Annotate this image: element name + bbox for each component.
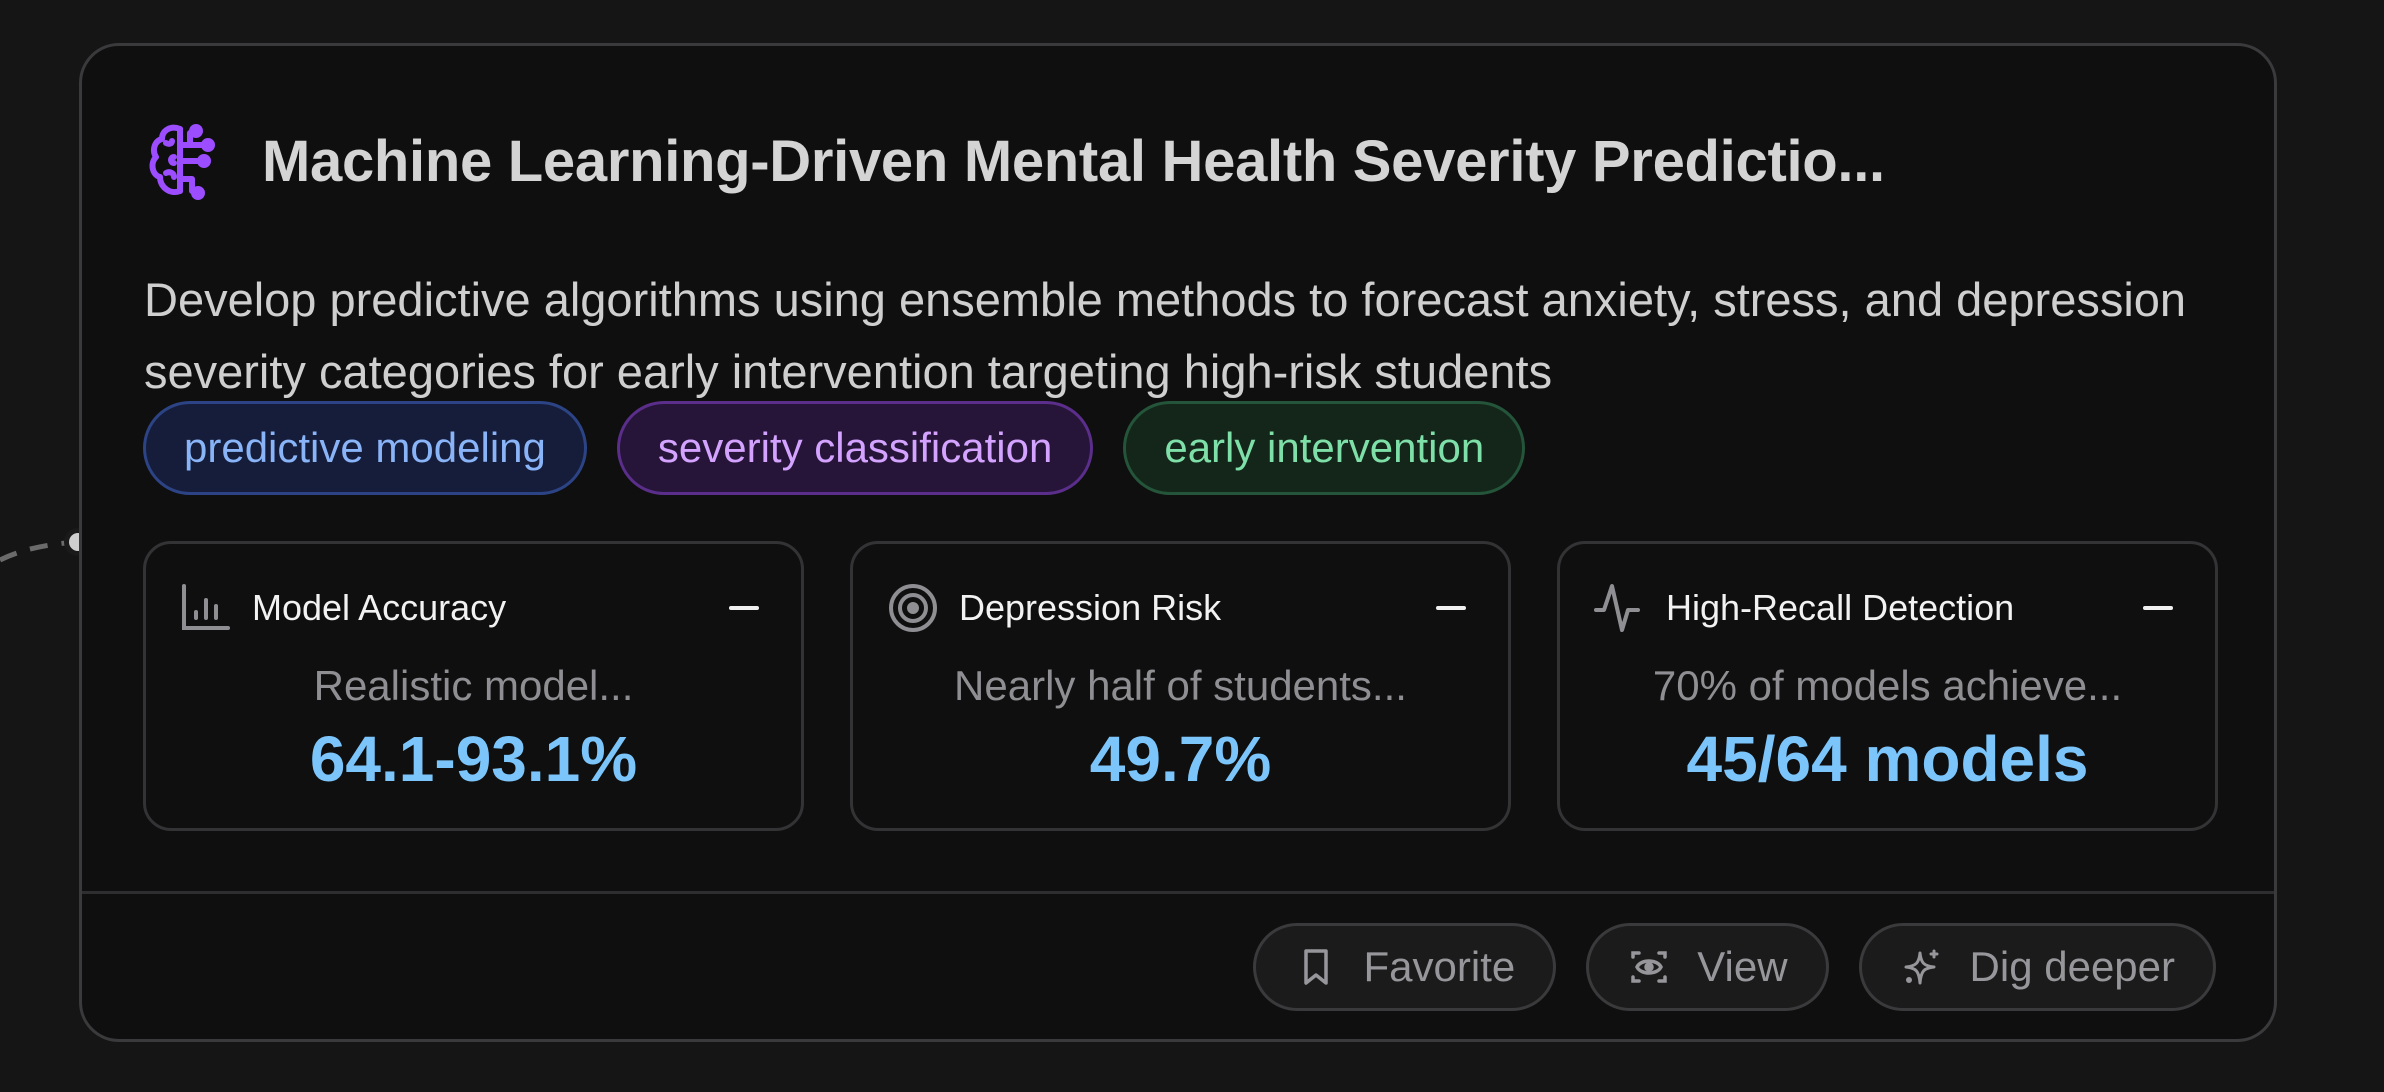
project-card[interactable]: Machine Learning-Driven Mental Health Se… [79,43,2277,1042]
metric-value: 45/64 models [1686,723,2089,795]
metric-subtitle: Nearly half of students... [954,662,1407,709]
metric-list: Model Accuracy Realistic model... 64.1-9… [143,541,2218,831]
metric-card-model-accuracy[interactable]: Model Accuracy Realistic model... 64.1-9… [143,541,804,831]
metric-label: Model Accuracy [252,587,507,628]
card-title: Machine Learning-Driven Mental Health Se… [262,128,1885,194]
view-label: View [1697,943,1788,990]
metric-label: Depression Risk [959,587,1222,628]
card-actions: Favorite View Dig deeper [1252,923,2216,1011]
collapse-button[interactable] [1436,606,1466,610]
brain-circuit-icon [149,124,215,200]
metric-subtitle: 70% of models achieve... [1652,662,2123,709]
favorite-button[interactable]: Favorite [1252,923,1557,1011]
metric-card-high-recall-detection[interactable]: High-Recall Detection 70% of models achi… [1557,541,2218,831]
eye-scan-icon [1631,951,1667,983]
metric-card-depression-risk[interactable]: Depression Risk Nearly half of students.… [850,541,1511,831]
favorite-label: Favorite [1363,943,1516,990]
tag-early-intervention[interactable]: early intervention [1123,401,1526,495]
tag-predictive-modeling[interactable]: predictive modeling [143,401,587,495]
metric-subtitle: Realistic model... [313,662,634,709]
dig-deeper-label: Dig deeper [1969,943,2175,990]
collapse-button[interactable] [729,606,759,610]
footer-divider [82,891,2274,894]
metric-value: 49.7% [1089,723,1272,795]
collapse-button[interactable] [2143,606,2173,610]
activity-pulse-icon [1594,584,1640,632]
dig-deeper-button[interactable]: Dig deeper [1858,923,2216,1011]
bookmark-icon [1303,949,1328,985]
metric-label: High-Recall Detection [1666,587,2015,628]
metric-value: 64.1-93.1% [309,723,638,795]
card-description: Develop predictive algorithms using ense… [144,273,2187,398]
bar-chart-icon [182,584,230,630]
view-button[interactable]: View [1586,923,1829,1011]
target-icon [889,584,937,632]
card-header: Machine Learning-Driven Mental Health Se… [144,116,2212,206]
tag-severity-classification[interactable]: severity classification [616,401,1094,495]
sparkle-icon [1904,949,1939,985]
tag-list: predictive modeling severity classificat… [143,401,1526,495]
